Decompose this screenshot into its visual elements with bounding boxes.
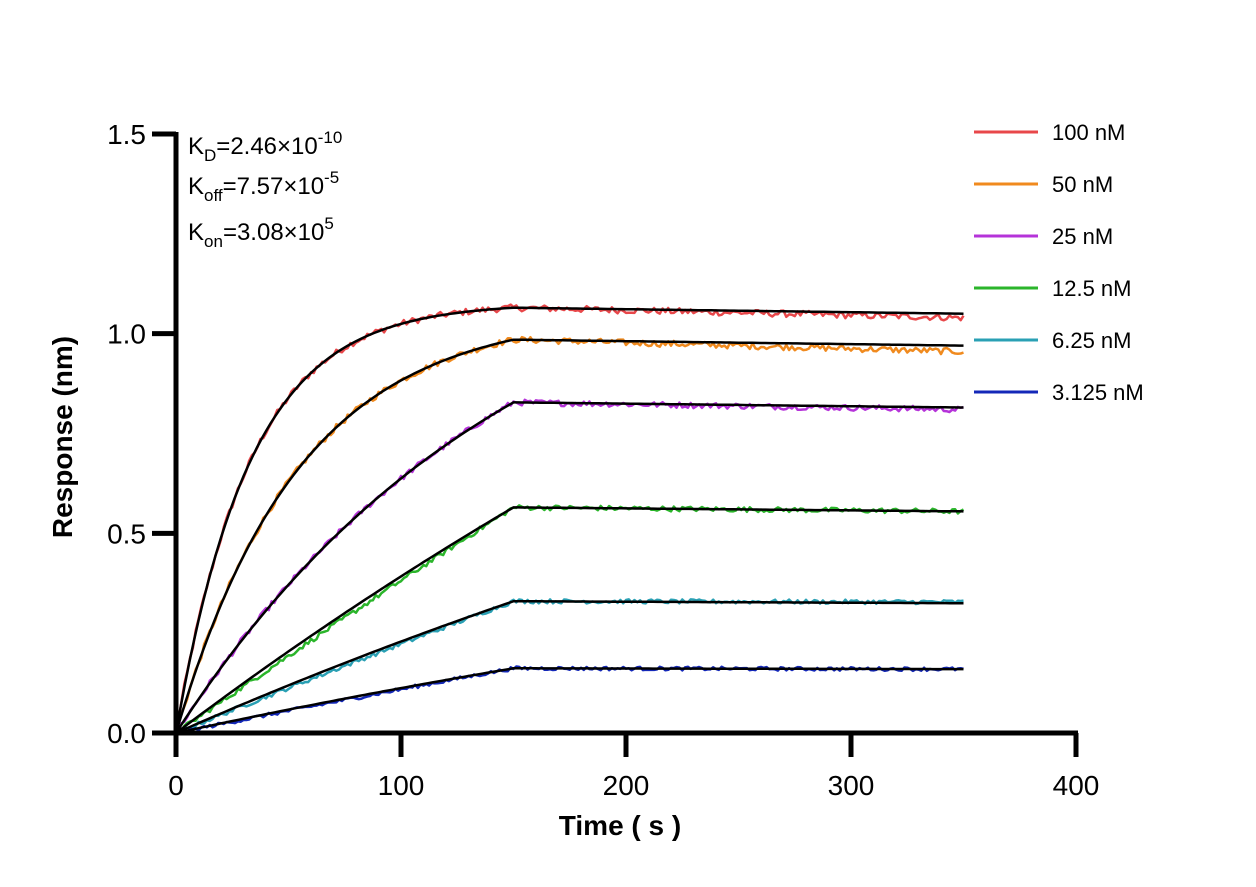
x-tick-label: 0 [168, 770, 184, 801]
fit-curve [175, 599, 964, 735]
x-tick-label: 200 [603, 770, 650, 801]
koff-annotation: Koff=7.57×10-5 [188, 168, 339, 205]
x-axis-title: Time ( s ) [559, 810, 681, 841]
data-series-line [175, 398, 964, 732]
fit-curve [175, 506, 964, 734]
y-tick-label: 0.5 [107, 518, 146, 549]
data-series-line [175, 504, 965, 735]
legend-label: 25 nM [1052, 224, 1113, 249]
tick-layer: 0 100 200 300 400 0.0 0.5 1.0 1.5 [107, 119, 1099, 801]
data-series-line [175, 598, 964, 735]
legend-label: 6.25 nM [1052, 328, 1132, 353]
kd-annotation: KD=2.46×10-10 [188, 128, 342, 165]
fit-curve [175, 667, 964, 735]
x-tick-label: 400 [1053, 770, 1100, 801]
kon-annotation: Kon=3.08×105 [188, 214, 334, 251]
legend-label: 100 nM [1052, 120, 1125, 145]
y-tick-label: 1.5 [107, 119, 146, 150]
fit-curve [174, 306, 964, 734]
x-tick-label: 100 [378, 770, 425, 801]
data-series-line [174, 335, 964, 734]
legend-label: 12.5 nM [1052, 276, 1132, 301]
x-tick-label: 300 [828, 770, 875, 801]
y-tick-label: 1.0 [107, 319, 146, 350]
data-series-line [176, 665, 964, 735]
legend-label: 50 nM [1052, 172, 1113, 197]
y-tick-label: 0.0 [107, 718, 146, 749]
legend: 100 nM 50 nM 25 nM 12.5 nM 6.25 nM 3.125 nM [974, 120, 1144, 405]
legend-label: 3.125 nM [1052, 380, 1144, 405]
fit-curve [174, 401, 964, 734]
fit-curve [174, 338, 964, 734]
y-axis-title: Response (nm) [47, 336, 78, 538]
fit-layer [174, 306, 964, 735]
